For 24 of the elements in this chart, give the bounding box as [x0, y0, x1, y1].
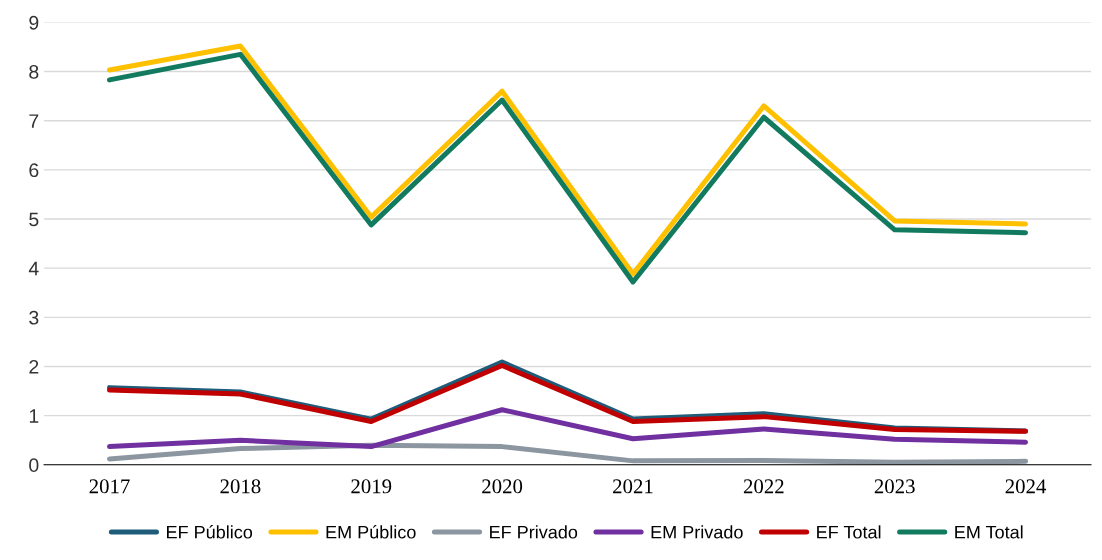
y-tick-label: 6: [29, 163, 39, 178]
x-tick-label: 2018: [220, 479, 261, 494]
legend-label: EM Total: [955, 525, 1023, 539]
legend-label: EM Privado: [651, 525, 743, 539]
y-tick-label: 2: [29, 359, 39, 374]
y-tick-label: 9: [29, 15, 39, 30]
y-tick-label: 4: [28, 261, 39, 276]
x-tick-label: 2024: [1005, 479, 1047, 494]
x-tick-label: 2023: [874, 479, 915, 494]
legend-label: EF Privado: [490, 525, 578, 539]
y-tick-label: 1: [29, 409, 39, 423]
x-tick-label: 2019: [351, 479, 392, 494]
x-tick-label: 2022: [743, 479, 784, 494]
y-tick-label: 8: [29, 65, 39, 79]
legend-label: EF Público: [167, 525, 253, 539]
y-tick-label: 0: [29, 458, 39, 473]
legend-label: EF Total: [817, 525, 881, 539]
legend-label: EM Público: [326, 525, 416, 539]
x-tick-label: 2017: [89, 479, 130, 494]
y-tick-label: 5: [29, 212, 39, 227]
y-tick-label: 3: [29, 310, 39, 325]
x-tick-label: 2021: [613, 479, 653, 494]
x-tick-label: 2020: [482, 479, 523, 494]
y-tick-label: 7: [29, 114, 39, 128]
